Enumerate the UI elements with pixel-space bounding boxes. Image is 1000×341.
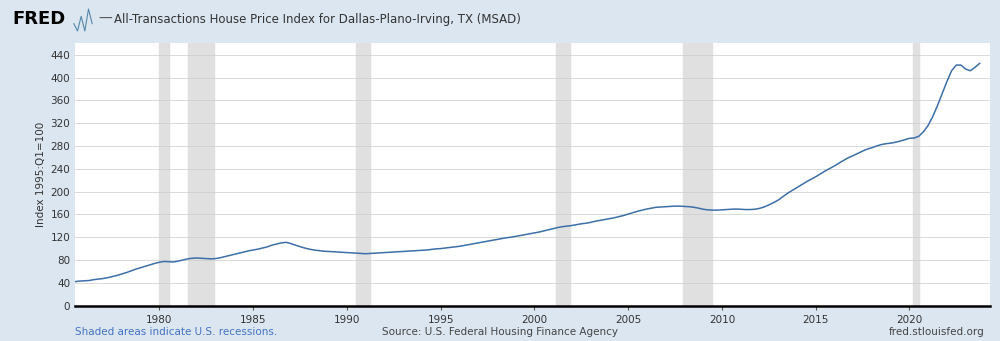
Text: Source: U.S. Federal Housing Finance Agency: Source: U.S. Federal Housing Finance Age…: [382, 327, 618, 337]
Text: —: —: [98, 12, 112, 26]
Text: Shaded areas indicate U.S. recessions.: Shaded areas indicate U.S. recessions.: [75, 327, 277, 337]
Text: FRED: FRED: [12, 10, 65, 28]
Bar: [556, 43, 570, 306]
Y-axis label: Index 1995:Q1=100: Index 1995:Q1=100: [36, 122, 46, 227]
Bar: [683, 43, 712, 306]
Text: All-Transactions House Price Index for Dallas-Plano-Irving, TX (MSAD): All-Transactions House Price Index for D…: [114, 13, 521, 26]
Bar: [159, 43, 169, 306]
Bar: [356, 43, 370, 306]
Text: fred.stlouisfed.org: fred.stlouisfed.org: [889, 327, 985, 337]
Bar: [913, 43, 919, 306]
Bar: [188, 43, 214, 306]
